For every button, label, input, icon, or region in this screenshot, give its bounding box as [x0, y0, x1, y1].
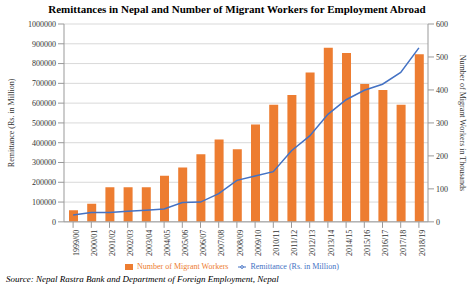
- svg-text:2002/03: 2002/03: [126, 230, 135, 256]
- svg-text:400: 400: [436, 86, 448, 95]
- svg-text:1000000: 1000000: [28, 20, 56, 29]
- svg-text:2010/11: 2010/11: [272, 230, 281, 256]
- svg-text:200: 200: [436, 152, 448, 161]
- svg-text:400000: 400000: [32, 139, 56, 148]
- svg-text:2013/14: 2013/14: [327, 230, 336, 256]
- html-text:Source: Nepal Rastra Bank and: Source: Nepal Rastra Bank and Department…: [6, 274, 279, 284]
- svg-text:0: 0: [436, 218, 440, 227]
- svg-text:2004/05: 2004/05: [163, 230, 172, 256]
- svg-text:2006/07: 2006/07: [199, 230, 208, 256]
- svg-text:2015/16: 2015/16: [363, 230, 372, 256]
- html-text:Number of Migrant Workers: Number of Migrant Workers: [137, 261, 229, 271]
- svg-text:600: 600: [436, 20, 448, 29]
- svg-text:500: 500: [436, 53, 448, 62]
- svg-text:0: 0: [52, 218, 56, 227]
- svg-text:2009/10: 2009/10: [254, 230, 263, 256]
- svg-text:100: 100: [436, 185, 448, 194]
- svg-text:100000: 100000: [32, 198, 56, 207]
- svg-text:Remittance (Rs. in Million): Remittance (Rs. in Million): [8, 78, 16, 167]
- svg-text:Number of Migrant Workers in T: Number of Migrant Workers in Thousands: [458, 55, 466, 191]
- svg-text:1999/00: 1999/00: [72, 230, 81, 256]
- svg-text:800000: 800000: [32, 59, 56, 68]
- svg-text:2003/04: 2003/04: [145, 230, 154, 256]
- svg-text:2001/02: 2001/02: [108, 230, 117, 256]
- svg-text:200000: 200000: [32, 178, 56, 187]
- svg-text:2000/01: 2000/01: [90, 230, 99, 256]
- svg-text:300000: 300000: [32, 158, 56, 167]
- svg-text:600000: 600000: [32, 99, 56, 108]
- svg-text:2008/09: 2008/09: [236, 230, 245, 256]
- svg-text:2007/08: 2007/08: [217, 230, 226, 256]
- html-text:Remittances in Nepal and Numbe: Remittances in Nepal and Number of Migra…: [48, 3, 426, 15]
- svg-text:2012/13: 2012/13: [308, 230, 317, 256]
- svg-text:500000: 500000: [32, 119, 56, 128]
- svg-text:2011/12: 2011/12: [290, 230, 299, 256]
- svg-text:2018/19: 2018/19: [418, 230, 427, 256]
- svg-text:2017/18: 2017/18: [399, 230, 408, 256]
- svg-text:2005/06: 2005/06: [181, 230, 190, 256]
- svg-text:900000: 900000: [32, 40, 56, 49]
- html-text:Remittance (Rs. in Million): Remittance (Rs. in Million): [250, 261, 339, 271]
- svg-text:300: 300: [436, 119, 448, 128]
- svg-text:2016/17: 2016/17: [381, 230, 390, 256]
- svg-text:700000: 700000: [32, 79, 56, 88]
- svg-text:2014/15: 2014/15: [345, 230, 354, 256]
